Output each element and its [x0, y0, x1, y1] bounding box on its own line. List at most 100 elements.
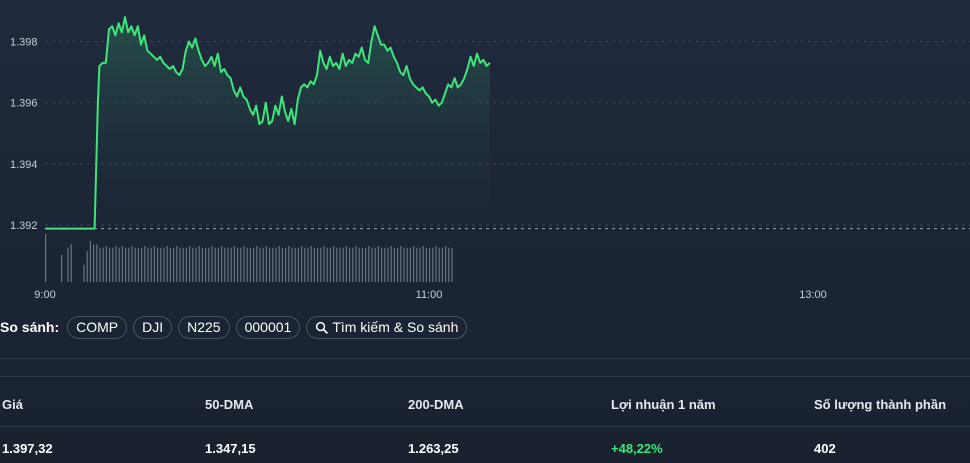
- volume-bar-65: [253, 247, 255, 282]
- volume-bar-78: [294, 247, 296, 282]
- volume-bar-90: [333, 246, 335, 282]
- volume-bar-27: [131, 246, 133, 282]
- compare-chip-n225[interactable]: N225: [178, 315, 230, 339]
- volume-bar-22: [115, 246, 117, 282]
- volume-bar-33: [150, 247, 152, 282]
- volume-bar-115: [413, 246, 415, 282]
- volume-bar-29: [137, 247, 139, 282]
- volume-bar-28: [134, 247, 136, 282]
- volume-bar-92: [339, 247, 341, 282]
- volume-bar-126: [448, 247, 450, 282]
- compare-chip-comp[interactable]: COMP: [67, 315, 128, 339]
- volume-bar-18: [102, 247, 104, 282]
- volume-bar-100: [365, 247, 367, 282]
- volume-bar-23: [118, 247, 120, 282]
- volume-bar-81: [304, 247, 306, 282]
- volume-bar-107: [387, 247, 389, 282]
- volume-bar-34: [153, 246, 155, 282]
- volume-bar-37: [163, 247, 165, 282]
- volume-bar-5: [61, 254, 63, 282]
- volume-bar-80: [301, 246, 303, 282]
- volume-bar-86: [320, 247, 322, 282]
- volume-bar-85: [317, 247, 319, 282]
- divider-top: [0, 358, 970, 359]
- price-area: [45, 17, 490, 229]
- price-line-path: [45, 16, 491, 230]
- volume-bar-24: [121, 246, 123, 282]
- volume-bar-14: [89, 240, 91, 282]
- volume-bar-122: [435, 246, 437, 282]
- volume-bar-17: [99, 247, 101, 282]
- stat-value-1y-return: +48,22%: [611, 441, 663, 456]
- volume-bar-39: [169, 247, 171, 282]
- volume-bar-111: [400, 246, 402, 282]
- volume-bar-21: [112, 247, 114, 282]
- volume-bar-12: [83, 264, 85, 282]
- volume-bar-51: [208, 247, 210, 282]
- volume-bar-73: [278, 246, 280, 282]
- price-line: [45, 16, 491, 230]
- volume-bar-76: [288, 246, 290, 282]
- volume-bar-40: [173, 247, 175, 282]
- compare-bar: So sánh: COMP DJI N225 000001 Tìm kiếm &…: [0, 315, 468, 339]
- volume-bar-113: [406, 247, 408, 282]
- x-tick-label-0: 9:00: [34, 289, 55, 301]
- volume-bar-7: [67, 247, 69, 282]
- compare-chip-000001[interactable]: 000001: [235, 315, 301, 339]
- volume-bar-8: [70, 244, 72, 282]
- volume-bar-121: [432, 247, 434, 282]
- divider-stats: [0, 376, 970, 377]
- x-tick-label-1: 11:00: [416, 289, 443, 301]
- volume-bar-36: [160, 247, 162, 282]
- chart-svg[interactable]: 1.398 1.396 1.394 1.392 9:00 11:00 13:00: [0, 0, 970, 310]
- stat-value-constituents: 402: [814, 441, 836, 456]
- volume-bar-48: [198, 246, 200, 282]
- volume-bar-61: [240, 247, 242, 282]
- price-area-fill: [45, 17, 490, 229]
- compare-chip-dji[interactable]: DJI: [133, 315, 173, 339]
- volume-bar-97: [355, 246, 357, 282]
- volume-bar-79: [297, 247, 299, 282]
- volume-bar-35: [157, 247, 159, 282]
- volume-bar-31: [144, 246, 146, 282]
- volume-bar-87: [323, 246, 325, 282]
- volume-bar-104: [377, 246, 379, 282]
- volume-bar-114: [409, 247, 411, 282]
- search-compare-button[interactable]: Tìm kiếm & So sánh: [306, 315, 468, 339]
- volume-bar-102: [371, 247, 373, 282]
- volume-bar-70: [269, 247, 271, 282]
- volume-bar-89: [329, 247, 331, 282]
- volume-bar-45: [189, 246, 191, 282]
- volume-bar-13: [86, 251, 88, 282]
- stat-header-200dma: 200-DMA: [408, 397, 464, 412]
- volume-bar-117: [419, 247, 421, 282]
- volume-bar-68: [262, 247, 264, 282]
- volume-bar-77: [291, 247, 293, 282]
- intraday-chart[interactable]: 1.398 1.396 1.394 1.392 9:00 11:00 13:00: [0, 0, 970, 310]
- volume-bar-119: [425, 247, 427, 282]
- y-tick-label-0: 1.398: [10, 37, 38, 49]
- volume-bar-20: [109, 247, 111, 282]
- volume-bar-120: [429, 247, 431, 282]
- x-axis-ticks: 9:00 11:00 13:00: [34, 289, 826, 301]
- volume-bar-108: [390, 246, 392, 282]
- volume-bar-38: [166, 246, 168, 282]
- volume-bar-0: [45, 234, 47, 282]
- volume-bar-98: [358, 247, 360, 282]
- volume-bar-84: [313, 247, 315, 282]
- search-compare-label: Tìm kiếm & So sánh: [332, 319, 459, 335]
- volume-bar-110: [397, 247, 399, 282]
- volume-bar-44: [185, 247, 187, 282]
- volume-bar-94: [345, 246, 347, 282]
- stats-value-row: 1.397,32 1.347,15 1.263,25 +48,22% 402: [0, 441, 970, 461]
- volume-bar-60: [237, 247, 239, 282]
- volume-bar-59: [233, 246, 235, 282]
- volume-bar-116: [416, 247, 418, 282]
- volume-bar-74: [281, 247, 283, 282]
- volume-bar-30: [141, 247, 143, 282]
- divider-stats-mid: [0, 426, 970, 427]
- volume-bar-52: [211, 246, 213, 282]
- volume-bar-91: [336, 247, 338, 282]
- volume-bar-46: [192, 247, 194, 282]
